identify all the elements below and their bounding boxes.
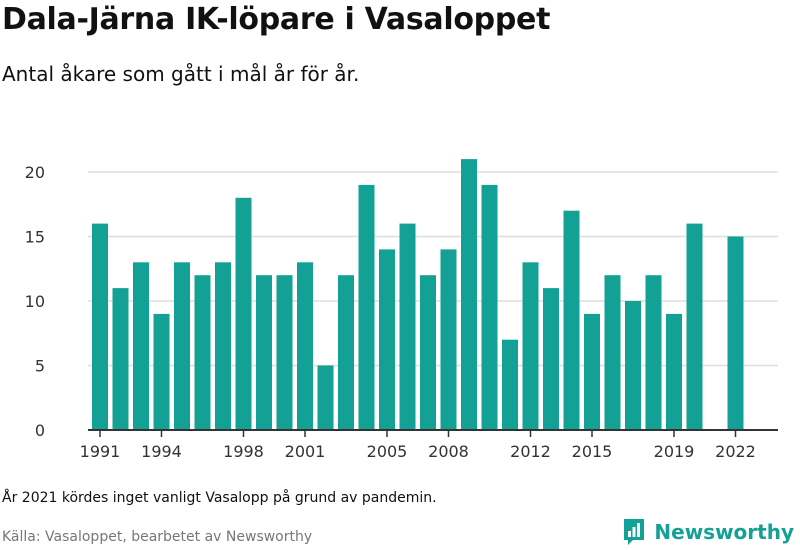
bar-1994 <box>153 313 170 430</box>
bar-2016 <box>604 275 621 430</box>
x-tick-label: 2019 <box>654 442 695 461</box>
bar-1991 <box>92 223 108 430</box>
bar-1995 <box>174 262 190 430</box>
bar-2010 <box>481 184 498 430</box>
bar-2012 <box>522 262 539 430</box>
bar-1992 <box>112 288 129 430</box>
bar-2000 <box>276 275 293 430</box>
bars <box>92 159 744 430</box>
source-text: Källa: Vasaloppet, bearbetet av Newswort… <box>2 529 313 545</box>
footnote: År 2021 kördes inget vanligt Vasalopp på… <box>2 490 437 506</box>
y-tick-label: 10 <box>25 292 45 311</box>
bar-1997 <box>215 262 231 430</box>
chart-title: Dala-Järna IK-löpare i Vasaloppet <box>2 2 551 37</box>
bar-2015 <box>584 313 600 430</box>
newsworthy-logo[interactable]: Newsworthy <box>622 518 794 546</box>
x-tick-label: 2015 <box>572 442 613 461</box>
bar-2019 <box>666 313 682 430</box>
bar-2018 <box>645 275 662 430</box>
y-tick-label: 15 <box>25 228 45 247</box>
bar-2008 <box>440 249 457 430</box>
y-tick-label: 5 <box>35 357 45 376</box>
bar-2009 <box>461 159 477 430</box>
bar-1999 <box>256 275 272 430</box>
bar-2002 <box>317 365 334 430</box>
newsworthy-logo-text: Newsworthy <box>654 520 794 544</box>
bar-2003 <box>338 275 354 430</box>
x-tick-label: 2005 <box>367 442 408 461</box>
bar-1996 <box>194 275 211 430</box>
x-tick-label: 1998 <box>223 442 264 461</box>
bar-2005 <box>379 249 395 430</box>
x-axis-ticks: 1991 1994 1998 2001 2005 2008 2012 2015 2019 2022 <box>80 430 756 461</box>
x-tick-label: 1991 <box>80 442 121 461</box>
bar-1998 <box>235 197 252 430</box>
bar-2017 <box>625 301 641 430</box>
x-tick-label: 1994 <box>141 442 182 461</box>
bar-2013 <box>543 288 559 430</box>
bar-1993 <box>133 262 149 430</box>
bar-2007 <box>420 275 436 430</box>
bar-2011 <box>502 339 518 430</box>
bar-2004 <box>358 184 375 430</box>
chart-subtitle: Antal åkare som gått i mål år för år. <box>2 62 360 86</box>
bar-2006 <box>399 223 416 430</box>
x-tick-label: 2022 <box>715 442 756 461</box>
y-tick-label: 20 <box>25 163 45 182</box>
bar-2014 <box>563 210 580 430</box>
bar-2020 <box>686 223 703 430</box>
x-tick-label: 2001 <box>285 442 326 461</box>
x-tick-label: 2008 <box>428 442 469 461</box>
newsworthy-logo-icon <box>624 519 645 545</box>
y-axis-ticks: 0 5 10 15 20 <box>25 163 45 440</box>
y-tick-label: 0 <box>35 421 45 440</box>
bar-2001 <box>297 262 313 430</box>
x-tick-label: 2012 <box>510 442 551 461</box>
bar-2022 <box>727 236 744 430</box>
